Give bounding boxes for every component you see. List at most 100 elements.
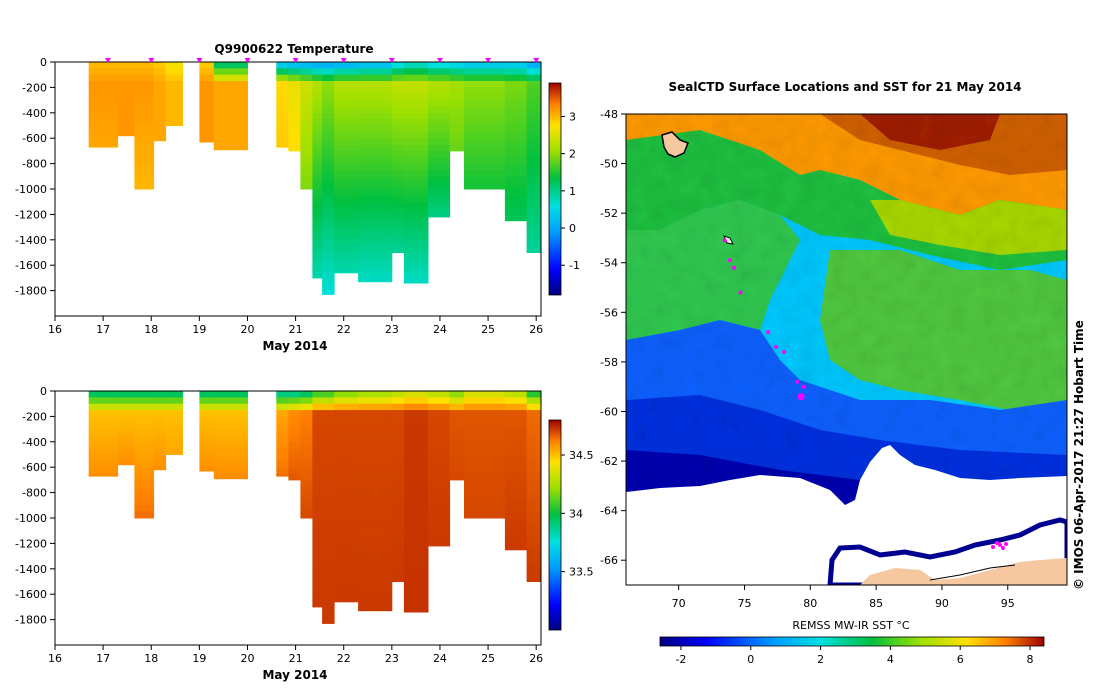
section-cell: [312, 208, 323, 215]
section-cell: [300, 498, 313, 506]
section-cell: [403, 227, 429, 234]
section-cell: [403, 246, 429, 253]
section-cell: [88, 460, 119, 468]
section-cell: [153, 74, 167, 82]
section-cell: [464, 410, 506, 417]
section-cell: [276, 441, 289, 449]
section-cell: [427, 524, 451, 532]
section-cell: [464, 492, 506, 500]
section-cell: [403, 233, 429, 241]
section-cell: [391, 176, 405, 184]
section-cell: [213, 448, 248, 455]
y-tick-label: -1600: [15, 259, 47, 272]
section-cell: [504, 163, 528, 171]
section-cell: [322, 606, 335, 614]
section-cell: [134, 157, 155, 165]
section-cell: [88, 410, 119, 417]
section-cell: [117, 391, 135, 398]
section-cell: [403, 562, 429, 570]
section-cell: [427, 403, 451, 411]
section-cell: [117, 112, 135, 120]
section-cell: [134, 486, 155, 494]
x-tick-label: 17: [96, 323, 110, 336]
section-cell: [391, 208, 405, 215]
section-cell: [134, 429, 155, 436]
section-cell: [300, 403, 313, 411]
section-cell: [358, 549, 393, 557]
section-cell: [117, 125, 135, 133]
lat-tick-label: -62: [600, 455, 618, 468]
section-cell: [504, 505, 528, 513]
sst-colorbar-tick-label: -2: [675, 653, 686, 666]
section-cell: [334, 587, 359, 595]
section-cell: [391, 81, 405, 88]
section-cell: [134, 93, 155, 101]
section-cell: [358, 208, 393, 215]
section-cell: [427, 189, 451, 196]
section-cell: [358, 138, 393, 146]
section-cell: [199, 397, 215, 405]
section-cell: [199, 422, 215, 430]
section-cell: [358, 581, 393, 589]
section-cell: [334, 498, 359, 506]
section-cell: [312, 157, 323, 165]
section-cell: [449, 81, 465, 88]
section-cell: [358, 537, 393, 544]
sst-colorbar-tick-label: 8: [1027, 653, 1034, 666]
section-cell: [403, 524, 429, 532]
section-cell: [312, 587, 323, 595]
section-cell: [300, 416, 313, 424]
section-cell: [464, 106, 506, 114]
section-cell: [134, 441, 155, 449]
section-cell: [288, 144, 301, 152]
section-cell: [312, 176, 323, 184]
section-cell: [276, 410, 289, 417]
section-cell: [427, 119, 451, 126]
section-cell: [403, 479, 429, 487]
section-cell: [322, 556, 335, 563]
section-cell: [288, 81, 301, 88]
section-cell: [88, 131, 119, 139]
section-cell: [464, 119, 506, 126]
section-cell: [464, 87, 506, 95]
section-cell: [358, 62, 393, 69]
salinity-x-axis: 16 17 18 19 20 21 22 23 24 25 26: [48, 645, 543, 665]
section-cell: [391, 227, 405, 234]
section-cell: [300, 397, 313, 405]
section-cell: [358, 498, 393, 506]
section-cell: [199, 106, 215, 114]
section-cell: [358, 189, 393, 196]
section-cell: [312, 182, 323, 190]
section-cell: [358, 556, 393, 563]
section-cell: [288, 131, 301, 139]
section-cell: [403, 498, 429, 506]
section-cell: [165, 74, 183, 82]
section-cell: [504, 511, 528, 519]
section-cell: [322, 619, 335, 624]
section-cell: [391, 486, 405, 494]
section-cell: [403, 441, 429, 449]
section-cell: [526, 441, 542, 449]
section-cell: [391, 473, 405, 481]
section-cell: [334, 112, 359, 120]
section-cell: [427, 157, 451, 165]
section-cell: [526, 176, 542, 184]
section-cell: [334, 182, 359, 190]
section-cell: [464, 176, 506, 184]
section-cell: [300, 169, 313, 177]
section-cell: [199, 68, 215, 76]
section-cell: [526, 460, 542, 468]
section-cell: [449, 100, 465, 107]
section-cell: [312, 62, 323, 69]
section-cell: [449, 441, 465, 449]
lat-tick-label: -58: [600, 356, 618, 369]
section-cell: [427, 416, 451, 424]
section-cell: [391, 195, 405, 203]
section-cell: [88, 391, 119, 398]
section-cell: [334, 467, 359, 475]
section-cell: [134, 182, 155, 190]
section-cell: [464, 62, 506, 69]
section-cell: [526, 537, 542, 544]
sst-colorbar-tick-label: 0: [747, 653, 754, 666]
section-cell: [526, 492, 542, 500]
